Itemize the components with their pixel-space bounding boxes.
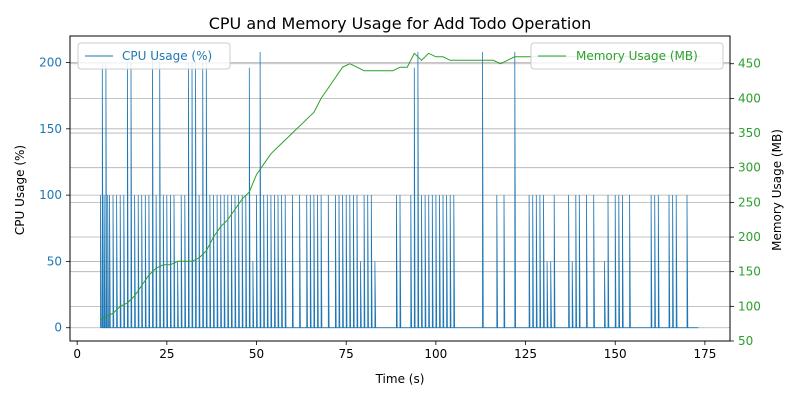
x-tick-label-2: 50: [249, 347, 264, 361]
y-right-tick-label-5: 300: [738, 161, 761, 175]
plot-frame: [69, 35, 731, 342]
y-right-tick-label-6: 350: [738, 126, 761, 140]
y-left-tick-label-1: 50: [47, 254, 62, 268]
legend-memory-label: Memory Usage (MB): [576, 49, 698, 63]
x-tick-label-4: 100: [424, 347, 447, 361]
legend-cpu-box: [77, 42, 231, 70]
y-axis-left: 0 50 100 150 200: [39, 56, 70, 335]
x-tick-label-0: 0: [73, 347, 81, 361]
x-axis: 0 25 50 75 100 125 150 175: [73, 341, 716, 361]
y-left-tick-label-4: 200: [39, 56, 62, 70]
y-right-tick-label-7: 400: [738, 91, 761, 105]
x-tick-label-6: 150: [604, 347, 627, 361]
y-left-tick-label-3: 150: [39, 122, 62, 136]
x-tick-label-3: 75: [339, 347, 354, 361]
x-tick-label-5: 125: [514, 347, 537, 361]
x-axis-label: Time (s): [375, 372, 425, 386]
x-tick-label-7: 175: [693, 347, 716, 361]
legend-cpu-label: CPU Usage (%): [122, 49, 212, 63]
x-tick-label-1: 25: [159, 347, 174, 361]
y-right-tick-label-4: 250: [738, 195, 761, 209]
y-axis-left-label: CPU Usage (%): [13, 145, 27, 235]
y-right-tick-label-2: 150: [738, 265, 761, 279]
y-right-tick-label-3: 200: [738, 230, 761, 244]
y-left-tick-label-2: 100: [39, 188, 62, 202]
y-axis-right: 50 100 150 200 250 300 350 400 450: [730, 57, 761, 348]
cpu-line: [100, 49, 699, 329]
y-left-tick-label-0: 0: [54, 321, 62, 335]
chart-title: CPU and Memory Usage for Add Todo Operat…: [209, 14, 592, 33]
y-right-tick-label-1: 100: [738, 299, 761, 313]
legend-memory: Memory Usage (MB): [530, 42, 724, 70]
y-right-tick-label-0: 50: [738, 334, 753, 348]
y-right-tick-label-8: 450: [738, 57, 761, 71]
legend-memory-box: [530, 42, 724, 70]
cpu-series: [100, 49, 699, 329]
y-axis-right-label: Memory Usage (MB): [770, 129, 784, 251]
legend-cpu: CPU Usage (%): [77, 42, 231, 70]
